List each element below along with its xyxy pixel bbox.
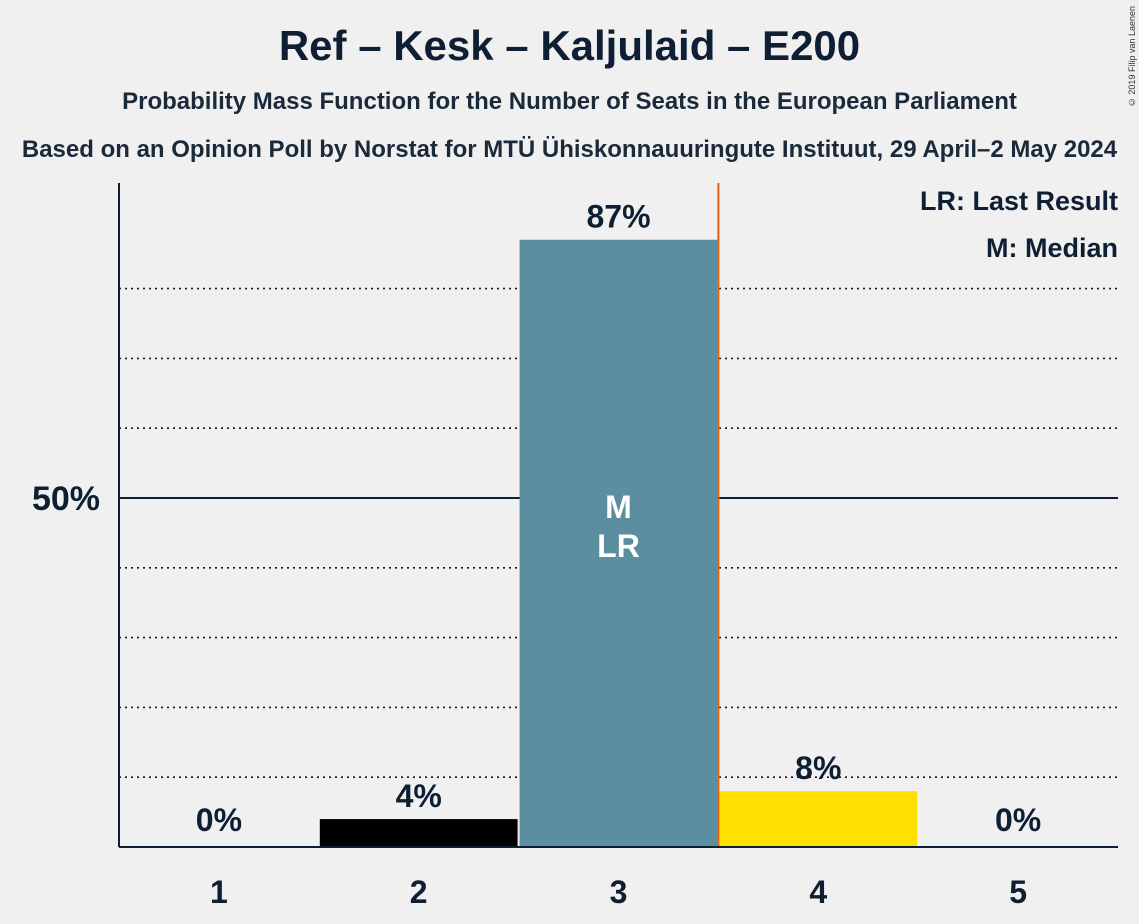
chart-title: Ref – Kesk – Kaljulaid – E200 [278,22,861,69]
x-tick-label: 5 [1009,874,1027,910]
chart-subtitle: Probability Mass Function for the Number… [122,88,1017,115]
bar-seats-2 [319,819,518,847]
value-label: 8% [795,750,841,786]
x-tick-label: 1 [210,874,228,910]
y-tick-label: 50% [32,480,100,518]
x-tick-label: 3 [610,874,628,910]
x-tick-label: 2 [410,874,428,910]
value-label: 0% [196,802,242,838]
chart-source: Based on an Opinion Poll by Norstat for … [21,136,1118,163]
legend-median: M: Median [986,233,1118,263]
median-marker: M [605,489,632,525]
bar-seats-3 [519,239,718,848]
legend-last-result: LR: Last Result [920,186,1118,216]
last-result-marker: LR [597,528,640,564]
value-label: 87% [586,199,650,235]
bar-seats-4 [719,791,918,847]
value-label: 4% [396,778,442,814]
x-tick-label: 4 [809,874,827,910]
value-label: 0% [995,802,1041,838]
